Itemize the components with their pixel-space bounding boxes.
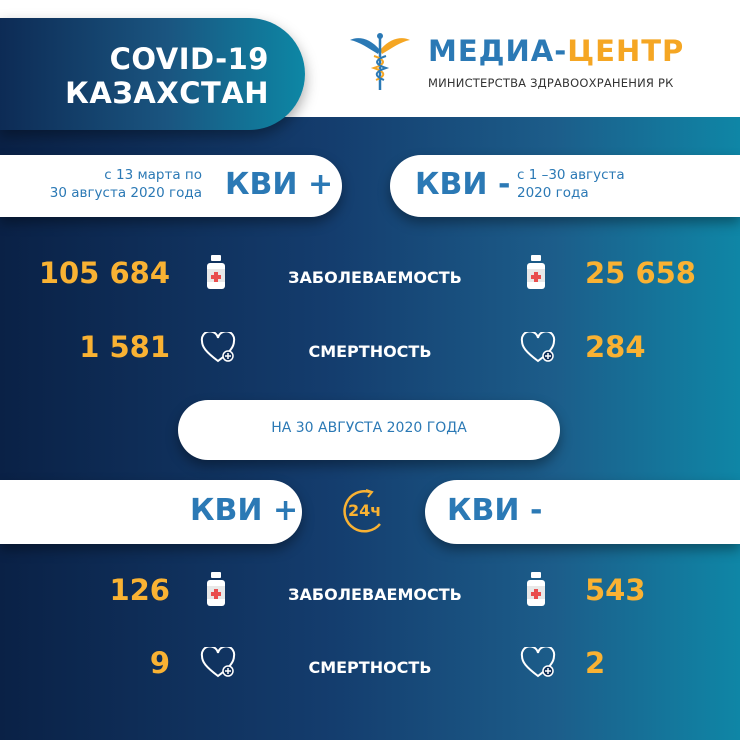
logo: МЕДИА-ЦЕНТР МИНИСТЕРСТВА ЗДРАВООХРАНЕНИЯ… xyxy=(348,30,728,100)
heart-icon xyxy=(200,647,236,679)
cases-label: ЗАБОЛЕВАЕМОСТЬ xyxy=(288,585,462,604)
deaths-label: СМЕРТНОСТЬ xyxy=(308,658,432,677)
kvi-minus-label: КВИ - xyxy=(415,167,511,202)
cases-label: ЗАБОЛЕВАЕМОСТЬ xyxy=(288,268,462,287)
title-line-2: КАЗАХСТАН xyxy=(65,76,269,110)
page-title: COVID-19 КАЗАХСТАН xyxy=(0,18,305,130)
date-pill: НА 30 АВГУСТА 2020 ГОДА xyxy=(178,400,560,460)
period-text: с 13 марта по 30 августа 2020 года xyxy=(49,167,202,201)
deaths-kvi-plus-total: 1 581 xyxy=(79,330,170,364)
medicine-bottle-icon xyxy=(524,253,548,291)
heart-icon xyxy=(520,332,556,364)
medicine-bottle-icon xyxy=(204,253,228,291)
period-text: с 1 –30 августа 2020 года xyxy=(517,167,625,201)
date-text: НА 30 АВГУСТА 2020 ГОДА xyxy=(271,420,467,436)
kvi-plus-daily-pill: КВИ + xyxy=(0,480,302,544)
deaths-label: СМЕРТНОСТЬ xyxy=(308,342,432,361)
title-line-1: COVID-19 xyxy=(109,42,269,76)
deaths-kvi-plus-daily: 9 xyxy=(149,646,170,680)
cases-kvi-minus-total: 25 658 xyxy=(585,256,696,290)
deaths-kvi-minus-total: 284 xyxy=(585,330,646,364)
logo-subtitle: МИНИСТЕРСТВА ЗДРАВООХРАНЕНИЯ РК xyxy=(428,76,674,90)
medicine-bottle-icon xyxy=(524,570,548,608)
kvi-plus-label: КВИ + xyxy=(225,167,334,202)
heart-icon xyxy=(200,332,236,364)
24h-icon: 24ч xyxy=(340,488,388,536)
kvi-minus-daily-pill: КВИ - xyxy=(425,480,740,544)
kvi-minus-label: КВИ - xyxy=(447,493,543,528)
caduceus-icon xyxy=(350,33,410,90)
cases-kvi-plus-daily: 126 xyxy=(109,573,170,607)
deaths-kvi-minus-daily: 2 xyxy=(585,646,606,680)
kvi-plus-label: КВИ + xyxy=(190,493,299,528)
kvi-minus-period-pill: КВИ - с 1 –30 августа 2020 года xyxy=(390,155,740,217)
kvi-plus-period-pill: с 13 марта по 30 августа 2020 года КВИ + xyxy=(0,155,342,217)
medicine-bottle-icon xyxy=(204,570,228,608)
cases-kvi-plus-total: 105 684 xyxy=(38,256,170,290)
logo-name: МЕДИА-ЦЕНТР xyxy=(428,34,685,68)
cases-kvi-minus-daily: 543 xyxy=(585,573,646,607)
heart-icon xyxy=(520,647,556,679)
